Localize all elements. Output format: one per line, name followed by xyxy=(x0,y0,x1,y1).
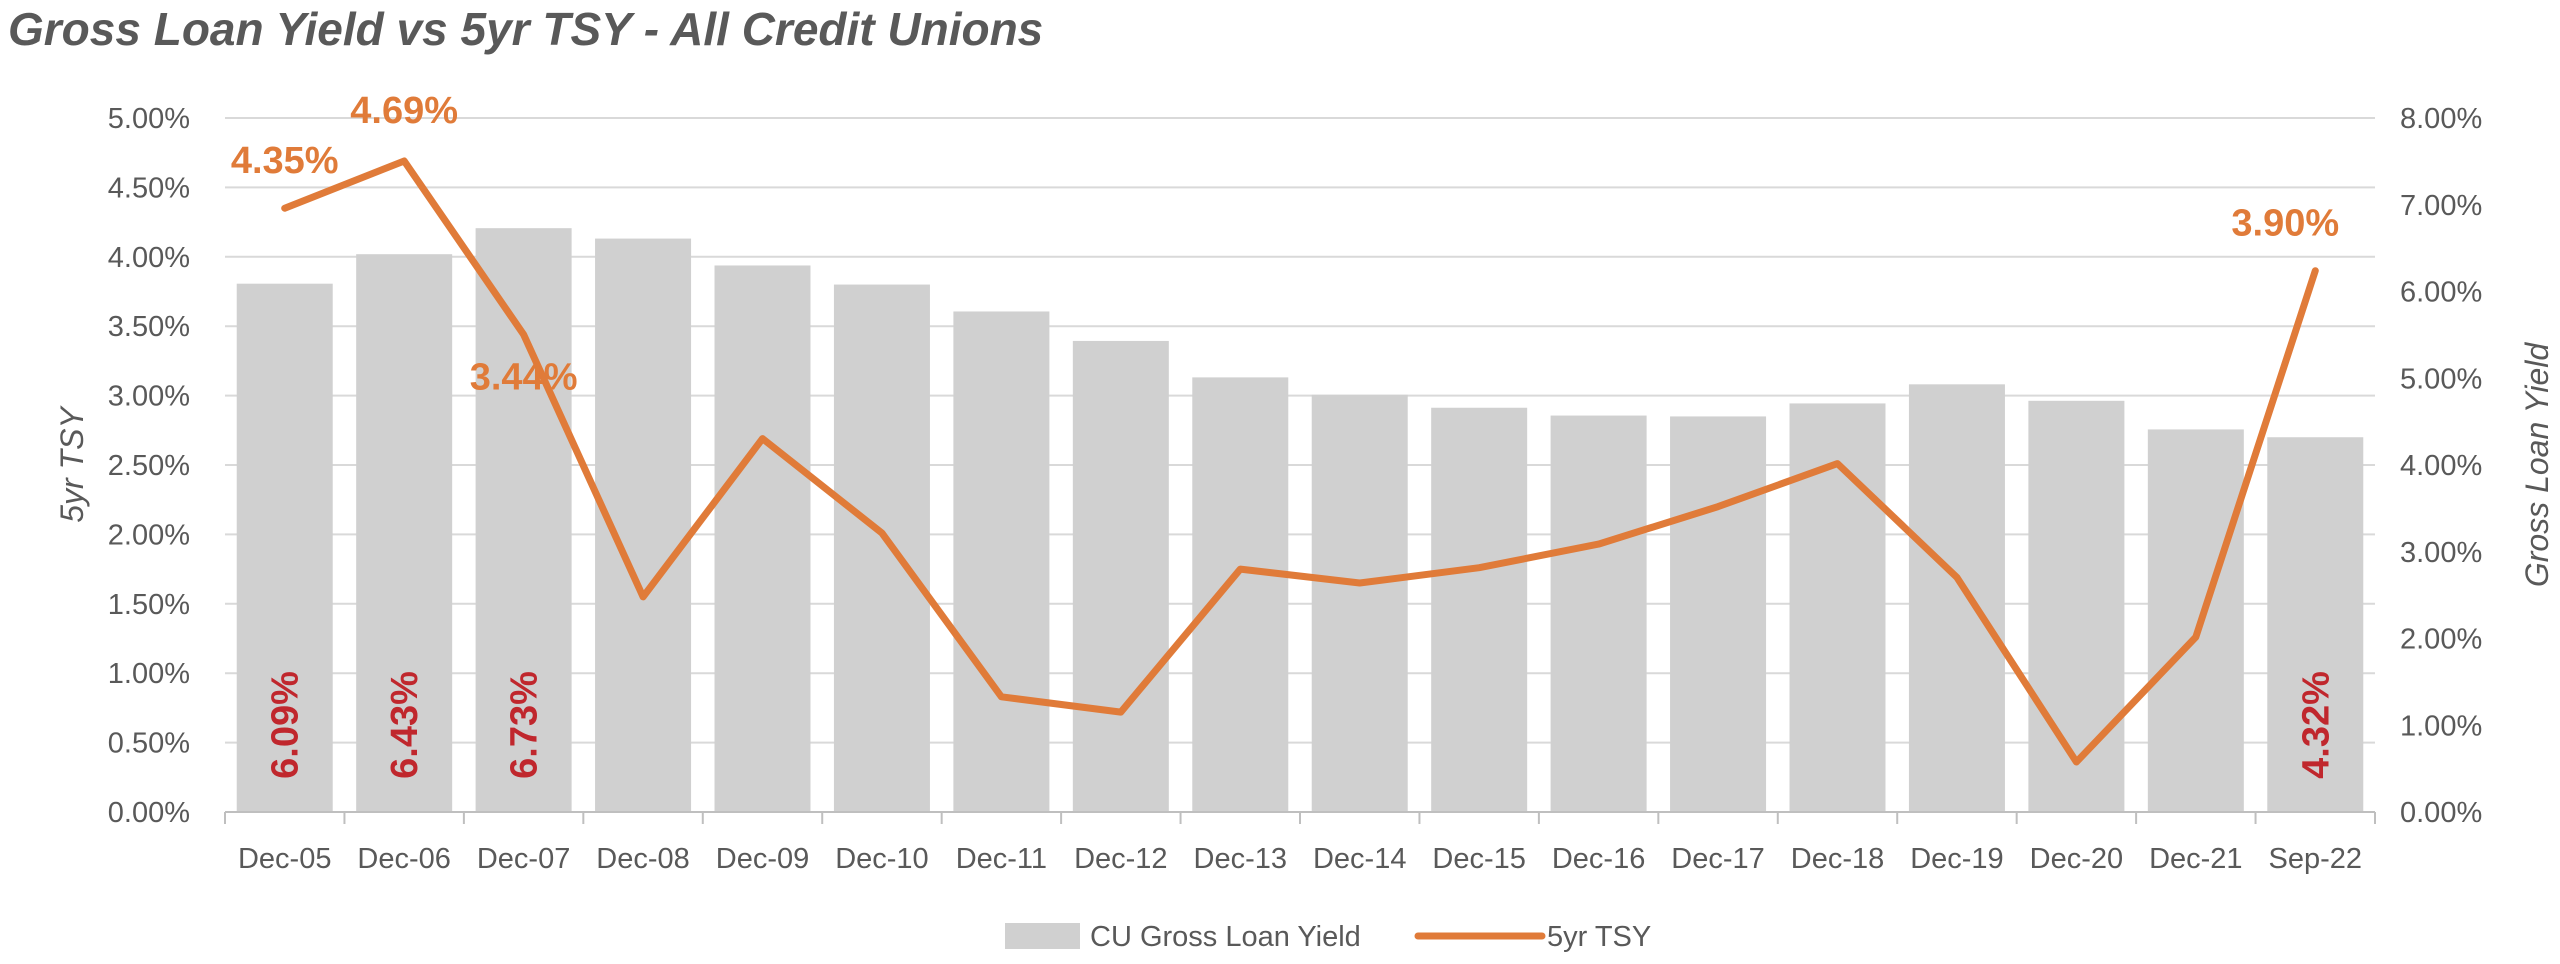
x-tick-label: Sep-22 xyxy=(2269,843,2363,875)
axes: 0.00% 0.50% 1.00% 1.50% 2.00% 2.50% 3.00% 3.50%… xyxy=(54,103,2555,875)
line-point-dec-19 xyxy=(1956,576,1958,578)
x-tick-label: Dec-07 xyxy=(477,843,571,875)
bar-data-label: 6.73% xyxy=(504,671,546,779)
bar-dec-17 xyxy=(1670,416,1767,812)
line-point-dec-12 xyxy=(1120,711,1122,713)
line-point-dec-21 xyxy=(2195,636,2197,638)
bar-dec-21 xyxy=(2147,429,2244,812)
data-labels: 4.35% 4.69% 3.44% 3.90% 6.09% 6.43% 6.73% 4.32% xyxy=(231,90,2339,779)
line-point-sep-22 xyxy=(2314,270,2316,272)
bar-data-label: 4.32% xyxy=(2295,671,2337,779)
y-left-axis-title: 5yr TSY xyxy=(54,405,90,523)
bar-dec-15 xyxy=(1431,407,1528,812)
y-left-tick-label: 0.00% xyxy=(108,797,190,829)
bar-dec-13 xyxy=(1192,377,1289,812)
y-right-tick-label: 7.00% xyxy=(2400,190,2482,222)
line-point-dec-09 xyxy=(762,438,763,440)
y-left-tick-label: 1.50% xyxy=(108,589,190,621)
gridlines xyxy=(225,117,2375,744)
line-point-dec-16 xyxy=(1598,543,1600,545)
legend-swatch-bars xyxy=(1005,923,1080,949)
x-tick-label: Dec-15 xyxy=(1432,843,1526,875)
bar-series-cu-gross-loan-yield xyxy=(236,228,2364,813)
bar-dec-06 xyxy=(356,254,453,812)
y-right-tick-label: 4.00% xyxy=(2400,450,2482,482)
y-left-tick-label: 5.00% xyxy=(108,103,190,135)
y-right-tick-label: 5.00% xyxy=(2400,363,2482,395)
y-left-tick-label: 2.00% xyxy=(108,519,190,551)
bar-dec-10 xyxy=(833,284,930,812)
x-tick-label: Dec-17 xyxy=(1671,843,1765,875)
bar-dec-11 xyxy=(953,311,1050,812)
line-point-dec-11 xyxy=(1000,696,1002,698)
y-left-tick-label: 3.00% xyxy=(108,381,190,413)
y-right-tick-label: 1.00% xyxy=(2400,710,2482,742)
y-left-tick-label: 0.50% xyxy=(108,728,190,760)
y-left-tick-label: 2.50% xyxy=(108,450,190,482)
line-data-label: 3.90% xyxy=(2231,203,2339,245)
x-tick-label: Dec-08 xyxy=(596,843,690,875)
line-point-dec-14 xyxy=(1359,582,1361,584)
bar-dec-20 xyxy=(2028,400,2125,812)
y-left-tick-label: 3.50% xyxy=(108,311,190,343)
y-right-tick-label: 8.00% xyxy=(2400,103,2482,135)
bar-dec-05 xyxy=(236,283,333,812)
x-tick-label: Dec-18 xyxy=(1791,843,1885,875)
x-tick-label: Dec-19 xyxy=(1910,843,2004,875)
line-5yr-tsy xyxy=(281,157,2319,766)
bar-data-label: 6.09% xyxy=(265,671,307,779)
legend-label-line: 5yr TSY xyxy=(1547,921,1651,953)
line-point-dec-18 xyxy=(1837,463,1838,465)
x-tick-label: Dec-20 xyxy=(2030,843,2124,875)
bar-dec-07 xyxy=(475,228,572,813)
line-data-label: 3.44% xyxy=(470,357,578,399)
bar-dec-16 xyxy=(1550,415,1647,812)
chart-title: Gross Loan Yield vs 5yr TSY - All Credit… xyxy=(8,3,1044,55)
x-tick-label: Dec-11 xyxy=(956,843,1047,875)
bar-dec-09 xyxy=(714,265,811,813)
x-tick-label: Dec-14 xyxy=(1313,843,1407,875)
line-point-dec-17 xyxy=(1717,506,1719,508)
y-left-tick-label: 4.50% xyxy=(108,172,190,204)
bar-dec-14 xyxy=(1311,394,1408,812)
line-point-dec-20 xyxy=(2075,761,2077,763)
bar-sep-22 xyxy=(2267,437,2364,812)
y-right-tick-label: 2.00% xyxy=(2400,624,2482,656)
x-tick-label: Dec-21 xyxy=(2149,843,2243,875)
line-data-label: 4.69% xyxy=(350,90,458,132)
line-series-5yr-tsy xyxy=(281,157,2319,766)
bar-dec-12 xyxy=(1072,340,1169,812)
line-point-dec-13 xyxy=(1239,568,1241,570)
y-right-tick-label: 6.00% xyxy=(2400,277,2482,309)
bar-data-label: 6.43% xyxy=(384,671,426,779)
y-left-tick-label: 4.00% xyxy=(108,242,190,274)
y-left-tick-label: 1.00% xyxy=(108,658,190,690)
x-tick-label: Dec-12 xyxy=(1074,843,1168,875)
line-point-dec-06 xyxy=(403,160,405,162)
x-tick-label: Dec-06 xyxy=(357,843,451,875)
line-data-label: 4.35% xyxy=(231,140,339,182)
x-tick-label: Dec-13 xyxy=(1194,843,1288,875)
line-point-dec-15 xyxy=(1478,567,1480,569)
y-right-axis-title: Gross Loan Yield xyxy=(2519,342,2555,588)
x-tick-label: Dec-16 xyxy=(1552,843,1646,875)
line-point-dec-08 xyxy=(642,596,644,598)
x-tick-label: Dec-10 xyxy=(835,843,929,875)
x-tick-label: Dec-09 xyxy=(716,843,810,875)
bar-dec-19 xyxy=(1908,384,2005,812)
y-right-tick-label: 0.00% xyxy=(2400,797,2482,829)
x-tick-label: Dec-05 xyxy=(238,843,332,875)
line-point-dec-07 xyxy=(523,334,525,336)
legend: CU Gross Loan Yield 5yr TSY xyxy=(1005,921,1651,953)
line-point-dec-10 xyxy=(881,532,883,534)
y-right-tick-label: 3.00% xyxy=(2400,537,2482,569)
line-point-dec-05 xyxy=(284,207,286,209)
legend-label-bars: CU Gross Loan Yield xyxy=(1090,921,1361,953)
